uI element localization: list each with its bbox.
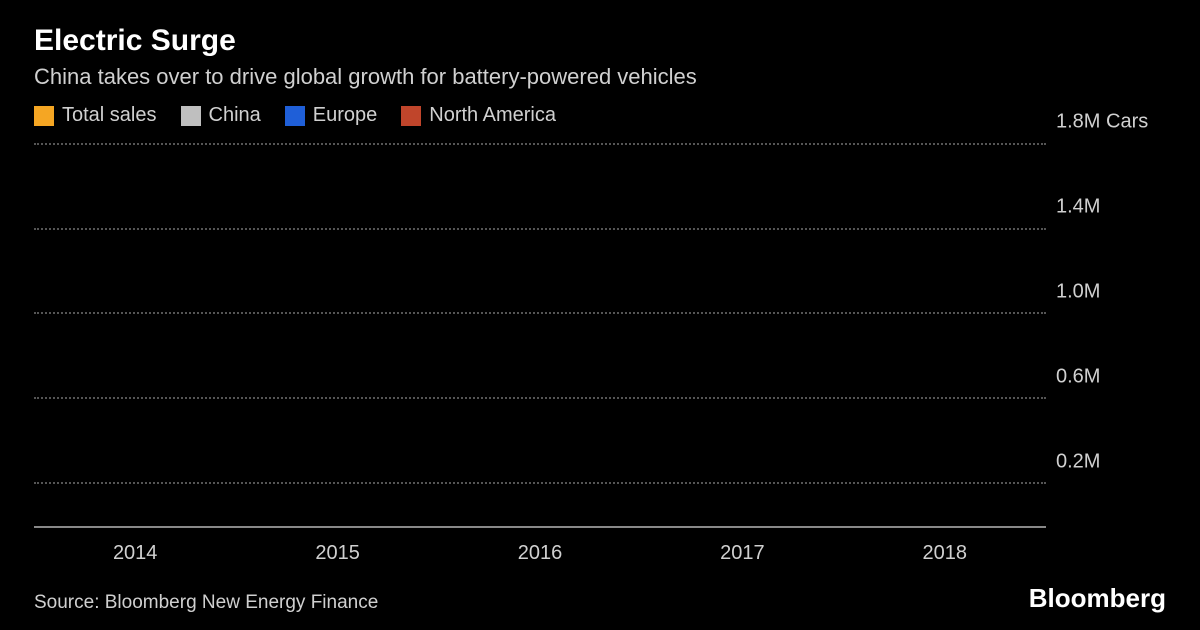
gridline — [34, 143, 1046, 145]
x-tick-label: 2017 — [720, 542, 765, 565]
legend-swatch — [401, 106, 421, 126]
plot-area — [34, 145, 1046, 528]
y-tick-label: 0.6M — [1056, 366, 1100, 389]
x-tick-label: 2016 — [518, 542, 563, 565]
footer: Source: Bloomberg New Energy Finance Blo… — [34, 583, 1166, 614]
legend: Total sales China Europe North America — [34, 104, 1166, 127]
source-text: Source: Bloomberg New Energy Finance — [34, 592, 378, 614]
gridline — [34, 397, 1046, 399]
legend-swatch — [285, 106, 305, 126]
bar-groups — [34, 145, 1046, 526]
y-axis-labels: 0.2M0.6M1.0M1.4M1.8M Cars — [1046, 145, 1166, 528]
y-tick-label: 1.4M — [1056, 196, 1100, 219]
legend-item: Europe — [285, 104, 378, 127]
x-tick-label: 2014 — [113, 542, 158, 565]
legend-swatch — [181, 106, 201, 126]
x-tick-label: 2018 — [923, 542, 968, 565]
chart-container: Electric Surge China takes over to drive… — [0, 0, 1200, 630]
legend-item: Total sales — [34, 104, 157, 127]
x-axis-labels: 2014 2015 2016 2017 2018 — [34, 542, 1166, 565]
y-tick-label: 1.8M Cars — [1056, 111, 1148, 134]
brand-logo: Bloomberg — [1029, 583, 1166, 614]
x-tick-label: 2015 — [315, 542, 360, 565]
legend-label: North America — [429, 104, 556, 127]
legend-label: Total sales — [62, 104, 157, 127]
y-tick-label: 1.0M — [1056, 281, 1100, 304]
legend-item: China — [181, 104, 261, 127]
legend-label: China — [209, 104, 261, 127]
chart-subtitle: China takes over to drive global growth … — [34, 64, 1166, 90]
legend-item: North America — [401, 104, 556, 127]
gridline — [34, 482, 1046, 484]
chart-area: 0.2M0.6M1.0M1.4M1.8M Cars — [34, 145, 1166, 528]
legend-label: Europe — [313, 104, 378, 127]
gridline — [34, 312, 1046, 314]
gridline — [34, 228, 1046, 230]
y-tick-label: 0.2M — [1056, 451, 1100, 474]
chart-title: Electric Surge — [34, 24, 1166, 58]
legend-swatch — [34, 106, 54, 126]
